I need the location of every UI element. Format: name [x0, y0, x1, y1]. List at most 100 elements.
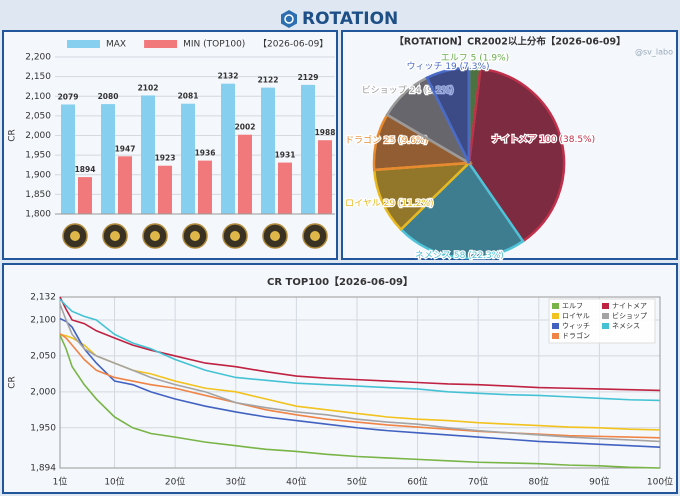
bar [221, 83, 235, 214]
series-line [59, 298, 661, 402]
x-tick-label: 20位 [165, 476, 185, 488]
plot-frame [59, 296, 661, 469]
x-tick-label: 80位 [529, 476, 549, 488]
bar [118, 156, 132, 214]
bar-value-label: 2081 [178, 92, 199, 101]
class-icon-core [110, 231, 120, 241]
pie-label: ドラゴン 25 (9.6%) [345, 134, 428, 146]
x-tick-label: 1位 [53, 476, 68, 488]
legend-swatch [602, 303, 609, 309]
legend-label: ドラゴン [562, 331, 590, 340]
series-line [59, 317, 661, 448]
chart-title: 【ROTATION】CR2002以上分布【2026-06-09】 [394, 36, 625, 48]
bar-value-label: 2079 [58, 92, 79, 101]
pie-slice [425, 66, 471, 164]
legend-label: ネメシス [612, 322, 640, 330]
series-line [59, 334, 661, 469]
legend-label: MIN (TOP100) [183, 40, 245, 50]
class-icon-core [270, 231, 280, 241]
y-tick-label: 2,100 [30, 315, 56, 325]
legend-label: エルフ [562, 302, 583, 310]
chart-subtitle: 【2026-06-09】 [258, 39, 328, 50]
header-icon [281, 10, 297, 28]
bar [301, 84, 315, 215]
bar-value-label: 2132 [218, 72, 239, 81]
pie-label: ロイヤル 29 (11.2%) [345, 199, 434, 209]
y-tick-label: 2,050 [25, 111, 51, 121]
y-tick-label: 2,150 [25, 72, 51, 82]
bar [318, 140, 332, 214]
y-tick-label: 2,200 [25, 53, 51, 63]
class-icon-core [150, 231, 160, 241]
x-tick-label: 40位 [286, 476, 306, 488]
legend-label: ビショップ [612, 311, 647, 320]
header-icon-ring [284, 14, 294, 24]
header-title: ROTATION [302, 9, 398, 29]
x-tick-label: 30位 [226, 476, 246, 488]
y-tick-label: 1,950 [30, 423, 56, 433]
class-icon-core [190, 231, 200, 241]
series-line [59, 303, 661, 443]
bar [198, 160, 212, 214]
x-tick-label: 70位 [468, 476, 488, 488]
legend-label: ナイトメア [612, 302, 647, 310]
x-tick-label: 90位 [589, 476, 609, 488]
legend-swatch [552, 333, 559, 339]
watermark: @sv_labo [635, 48, 673, 57]
bar [181, 103, 195, 214]
pie-slice [399, 161, 525, 260]
bar-value-label: 2102 [138, 83, 159, 92]
legend-swatch [552, 303, 559, 309]
y-tick-label: 1,800 [25, 210, 51, 220]
legend-swatch [552, 323, 559, 329]
bar-value-label: 1936 [195, 149, 216, 158]
series-line [59, 296, 661, 392]
pie-label: エルフ 5 (1.9%) [441, 54, 509, 64]
bar-value-label: 2080 [98, 92, 119, 101]
bar-value-label: 1931 [275, 151, 296, 160]
bar-value-label: 2129 [298, 73, 319, 82]
pie-label: ナイトメア 100 (38.5%) [492, 134, 596, 145]
legend-swatch [552, 313, 559, 319]
y-tick-label: 1,900 [25, 170, 51, 180]
legend-swatch [602, 313, 609, 319]
bar [101, 104, 115, 214]
legend-swatch [144, 40, 178, 48]
pie-slice [372, 161, 473, 232]
legend-swatch [67, 40, 100, 48]
y-tick-label: 1,894 [30, 464, 56, 474]
bar-value-label: 2002 [235, 123, 256, 132]
bar [238, 134, 252, 214]
y-tick-label: 2,132 [30, 293, 56, 303]
x-tick-label: 100位 [647, 476, 673, 488]
bar-value-label: 2122 [258, 76, 279, 85]
bar-value-label: 1923 [155, 154, 176, 163]
class-icon-core [310, 231, 320, 241]
y-axis-label: CR [8, 376, 18, 389]
x-tick-label: 10位 [104, 476, 124, 488]
class-icon-core [70, 231, 80, 241]
x-tick-label: 60位 [407, 476, 427, 488]
x-tick-label: 50位 [347, 476, 367, 488]
pie-slice [467, 67, 566, 243]
header: ROTATION [281, 9, 398, 29]
chart-title: CR TOP100【2026-06-09】 [267, 275, 413, 288]
bar-value-label: 1894 [75, 165, 96, 174]
panel-bar [2, 30, 338, 260]
bar [278, 162, 292, 214]
bar [158, 165, 172, 214]
bar-value-label: 1988 [315, 128, 336, 137]
legend-label: ウィッチ [562, 322, 590, 330]
y-tick-label: 2,050 [30, 351, 56, 361]
bar [141, 95, 155, 214]
y-tick-label: 2,100 [25, 92, 51, 102]
bar [61, 104, 75, 214]
pie-label: ウィッチ 19 (7.3%) [406, 61, 489, 72]
y-tick-label: 1,850 [25, 190, 51, 200]
y-tick-label: 2,000 [25, 131, 51, 141]
y-tick-label: 2,000 [30, 387, 56, 397]
y-tick-label: 1,950 [25, 151, 51, 161]
bar [261, 87, 275, 214]
